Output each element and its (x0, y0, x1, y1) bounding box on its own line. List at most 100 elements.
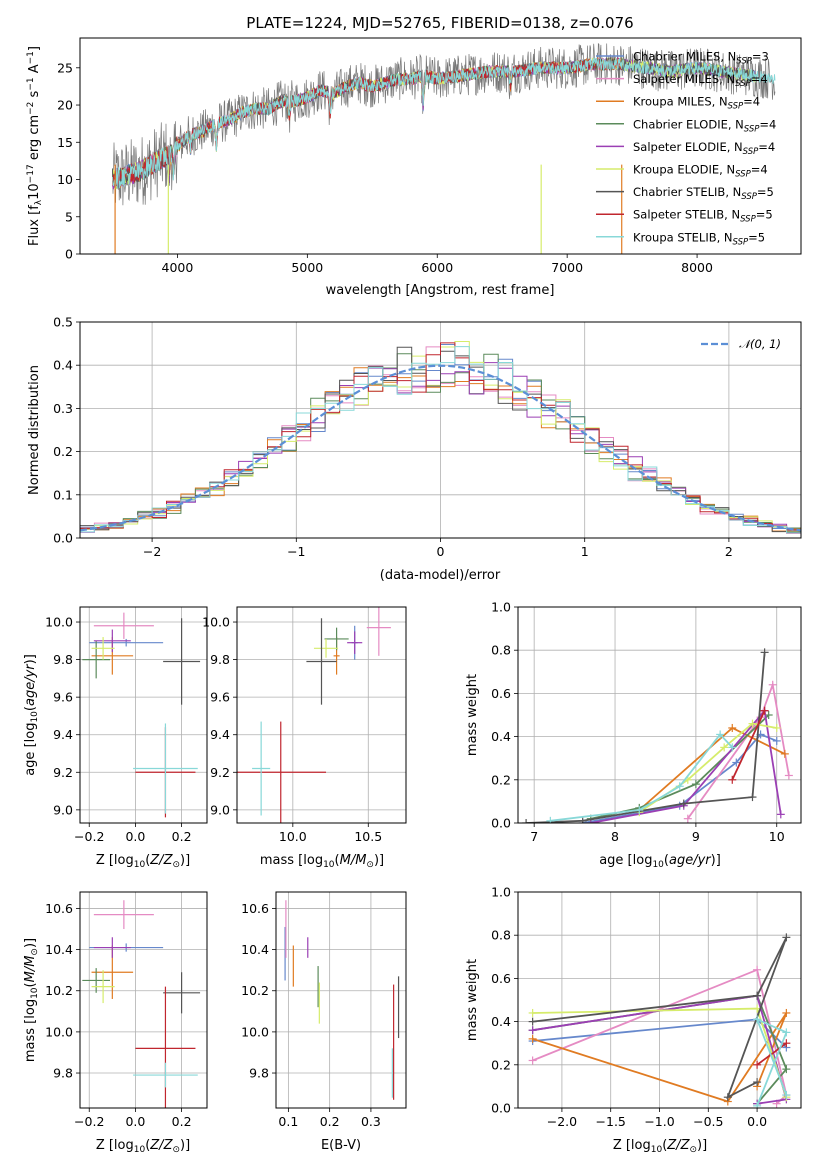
Z_vs_weight-axes: −2.0 −1.5 −1.0 −0.5 0.0 0.0 0.2 0.4 0.6 0.8 1.0 (491, 885, 801, 1129)
y-tick-label: 10.0 (45, 615, 73, 630)
x-tick-label: 0.1 (278, 1114, 298, 1129)
weight-marker (782, 1091, 791, 1100)
x-tick-label: 10.5 (354, 829, 382, 844)
x-tick-label: 1 (581, 544, 589, 559)
Z_vs_weight-lines (528, 933, 791, 1108)
y-tick-label: 9.8 (210, 652, 230, 667)
spectrum-y-label: Flux [fλ10−17 erg cm−2 s−1 A−1] (26, 46, 44, 246)
y-tick-label: 0.6 (491, 971, 511, 986)
y-tick-label: 10.4 (45, 942, 73, 957)
spectrum-lines (112, 42, 776, 254)
y-tick-label: 0 (65, 247, 73, 262)
errorbar-point (163, 618, 201, 705)
y-tick-label: 0.6 (491, 686, 511, 701)
errorbar-point (366, 607, 391, 656)
x-tick-label: 0.2 (172, 829, 192, 844)
y-tick-label: 1.0 (491, 885, 511, 900)
weight-marker (728, 743, 737, 752)
errorbar-point (93, 937, 131, 958)
x-tick-label: 7 (530, 829, 538, 844)
weight-marker (732, 758, 741, 767)
y-tick-label: 9.4 (210, 727, 230, 742)
y-tick-label: 0.4 (491, 1014, 511, 1029)
weight-series-line (526, 652, 766, 823)
y-tick-label: 25 (57, 60, 73, 75)
legend-label: 𝒩(0, 1) (739, 337, 781, 351)
Z-vs-mass-x-label: Z [log10(Z/Z⊙)] (96, 1138, 190, 1155)
y-tick-label: 0.0 (53, 531, 73, 546)
legend-label: Kroupa STELIB, NSSP=5 (633, 230, 765, 247)
legend-label: Salpeter STELIB, NSSP=5 (633, 208, 773, 225)
weight-series-line (590, 708, 782, 823)
weight-marker (782, 1039, 791, 1048)
errorbar-point (237, 721, 327, 823)
y-tick-label: 15 (57, 135, 73, 150)
y-tick-label: 10.2 (45, 983, 73, 998)
weight-marker (753, 1060, 762, 1069)
age-vs-weight-x-label: age [log10(age/yr)] (599, 853, 721, 870)
weight-marker (716, 730, 725, 739)
y-tick-label: 10.6 (241, 901, 269, 916)
x-tick-label: 0.0 (125, 1114, 145, 1129)
mass_vs_age-errorbars (237, 607, 391, 823)
x-tick-label: −1.5 (596, 1114, 626, 1129)
x-tick-label: −1 (287, 544, 305, 559)
histogram-series (80, 346, 801, 533)
x-tick-label: −2 (143, 544, 161, 559)
weight-marker (528, 1034, 537, 1043)
y-tick-label: 0.2 (53, 444, 73, 459)
weight-marker (748, 719, 757, 728)
y-tick-label: 9.4 (53, 727, 73, 742)
spectrum-axes: 4000 5000 6000 7000 8000 0 5 10 15 20 25 (57, 60, 713, 275)
x-tick-label: 0.3 (361, 1114, 381, 1129)
y-tick-label: 9.8 (53, 1066, 73, 1081)
x-tick-label: 9 (692, 829, 700, 844)
Z-vs-age-y-label: age [log10(age/yr)] (23, 654, 40, 776)
x-tick-label: 8 (611, 829, 619, 844)
x-tick-label: 6000 (421, 260, 453, 275)
weight-marker (776, 810, 785, 819)
y-tick-label: 10.4 (241, 942, 269, 957)
errorbar-point (324, 627, 349, 651)
weight-marker (772, 736, 781, 745)
spectrum-legend: Chabrier MILES, NSSP=3 Salpeter MILES, NS… (596, 50, 776, 247)
y-tick-label: 1.0 (491, 600, 511, 615)
weight-series-line (731, 710, 766, 781)
residuals-frame (79, 321, 802, 539)
y-tick-label: 10.0 (202, 615, 230, 630)
y-tick-label: 10.2 (241, 983, 269, 998)
errorbar-point (313, 638, 339, 658)
errorbar-point (91, 970, 115, 1004)
x-tick-label: 10 (769, 829, 785, 844)
Z_vs_mass-axes: −0.2 0.0 0.2 9.8 10.0 10.2 10.4 10.6 (45, 892, 207, 1129)
Z_vs_age-frame (79, 606, 208, 824)
y-tick-label: 0.4 (491, 729, 511, 744)
Z-vs-weight-y-label: mass weight (465, 959, 480, 1041)
y-tick-label: 0.0 (491, 816, 511, 831)
errorbar-point (91, 637, 115, 660)
x-tick-label: −2.0 (547, 1114, 577, 1129)
y-tick-label: 10.0 (45, 1024, 73, 1039)
y-tick-label: 10 (57, 172, 73, 187)
errorbar-point (135, 986, 196, 1108)
errorbar-point (82, 968, 111, 993)
age_vs_weight-axes: 7 8 9 10 0.0 0.2 0.4 0.6 0.8 1.0 (491, 600, 801, 844)
weight-marker (782, 1065, 791, 1074)
errorbar-point (347, 631, 363, 654)
weight-marker (753, 1101, 762, 1108)
spectrum-model-line (112, 57, 776, 189)
y-tick-label: 9.6 (210, 690, 230, 705)
y-tick-label: 9.0 (53, 802, 73, 817)
x-tick-label: 5000 (291, 260, 323, 275)
y-tick-label: 0.8 (491, 928, 511, 943)
errorbar-point (252, 721, 271, 816)
gaussian-reference-curve (80, 364, 801, 532)
x-tick-label: −0.5 (693, 1114, 723, 1129)
y-tick-label: 9.0 (210, 802, 230, 817)
legend-label: Salpeter ELODIE, NSSP=4 (633, 140, 775, 157)
y-tick-label: 20 (57, 98, 73, 113)
weight-marker (528, 1026, 537, 1035)
weight-marker (760, 706, 769, 715)
weight-marker (720, 743, 729, 752)
